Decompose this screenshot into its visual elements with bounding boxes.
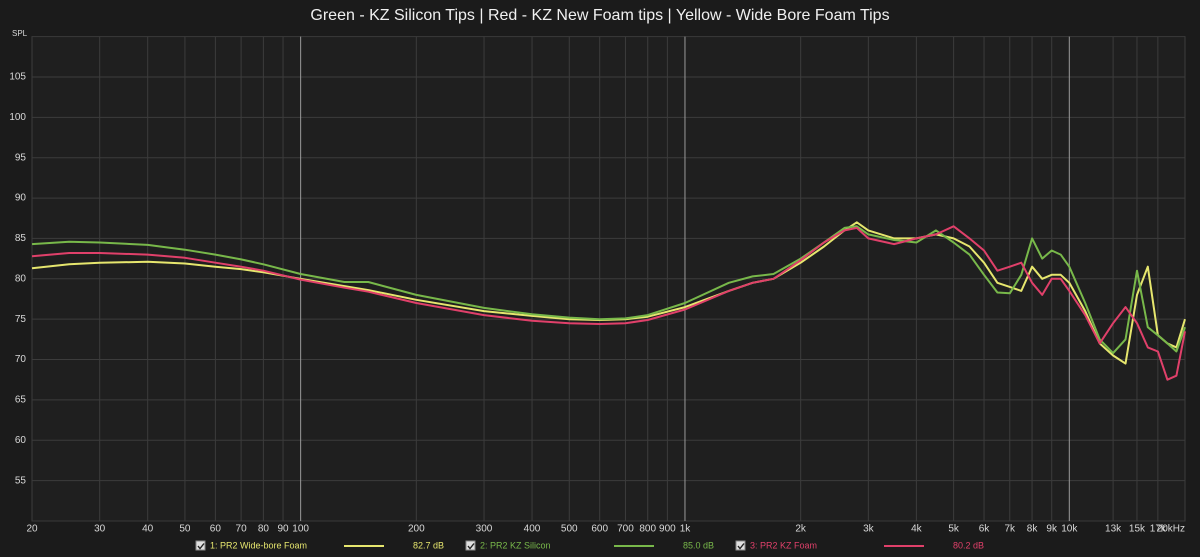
x-tick-label: 800 (639, 524, 656, 535)
x-tick-label: 13k (1105, 524, 1122, 535)
legend-label: 1: PR2 Wide-bore Foam (210, 540, 307, 550)
legend-check (197, 543, 205, 550)
legend-level: 82.7 dB (413, 540, 444, 550)
legend-level: 80.2 dB (953, 540, 984, 550)
legend-check (737, 543, 745, 550)
y-tick-label: 105 (9, 72, 26, 83)
y-tick-label: 100 (9, 112, 26, 123)
x-tick-label: 50 (179, 524, 191, 535)
x-tick-label: 7k (1004, 524, 1016, 535)
legend-checkbox (735, 540, 746, 551)
y-tick-label: 55 (15, 475, 27, 486)
x-tick-label: 2k (795, 524, 807, 535)
x-tick-label: 60 (210, 524, 222, 535)
x-tick-label: 15k (1129, 524, 1146, 535)
x-tick-label: 8k (1027, 524, 1039, 535)
x-tick-label: 70 (236, 524, 248, 535)
x-tick-label: 17k (1150, 524, 1167, 535)
x-tick-label: 600 (591, 524, 608, 535)
x-tick-label: 6k (979, 524, 991, 535)
y-tick-label: 95 (15, 152, 27, 163)
chart-title: Green - KZ Silicon Tips | Red - KZ New F… (310, 7, 889, 24)
legend-label: 2: PR2 KZ Silicon (480, 540, 551, 550)
x-tick-label: 500 (561, 524, 578, 535)
y-tick-label: 85 (15, 233, 27, 244)
x-tick-label: 9k (1046, 524, 1058, 535)
x-tick-label: 100 (292, 524, 309, 535)
x-tick-label: 40 (142, 524, 154, 535)
y-tick-label: 90 (15, 193, 27, 204)
legend-label: 3: PR2 KZ Foam (750, 540, 817, 550)
x-tick-label: 1k (680, 524, 692, 535)
legend-checkbox (465, 540, 476, 551)
y-tick-label: 80 (15, 273, 27, 284)
series-line (31, 225, 1186, 381)
x-tick-label: 90 (277, 524, 289, 535)
x-tick-label: 20kHz (1157, 524, 1185, 535)
x-tick-label: 200 (408, 524, 425, 535)
x-tick-label: 80 (258, 524, 270, 535)
x-tick-label: 4k (911, 524, 923, 535)
legend-item[interactable]: 1: PR2 Wide-bore Foam 82.7 dB (195, 540, 444, 551)
y-tick-label: 70 (15, 354, 27, 365)
x-tick-label: 5k (948, 524, 960, 535)
x-tick-label: 10k (1061, 524, 1078, 535)
x-tick-label: 300 (476, 524, 493, 535)
y-tick-label: 60 (15, 435, 27, 446)
y-tick-label: 65 (15, 395, 27, 406)
x-tick-label: 400 (524, 524, 541, 535)
legend-level: 85.0 dB (683, 540, 714, 550)
y-axis-label: SPL (12, 29, 28, 38)
x-tick-label: 30 (94, 524, 106, 535)
legend-check (467, 543, 475, 550)
legend-item[interactable]: 2: PR2 KZ Silicon 85.0 dB (465, 540, 714, 551)
x-tick-label: 3k (863, 524, 875, 535)
x-tick-label: 700 (617, 524, 634, 535)
series-line (31, 225, 1186, 355)
x-tick-label: 20 (26, 524, 38, 535)
legend-checkbox (195, 540, 206, 551)
y-tick-label: 75 (15, 314, 27, 325)
legend-item[interactable]: 3: PR2 KZ Foam 80.2 dB (735, 540, 984, 551)
x-tick-label: 900 (659, 524, 676, 535)
